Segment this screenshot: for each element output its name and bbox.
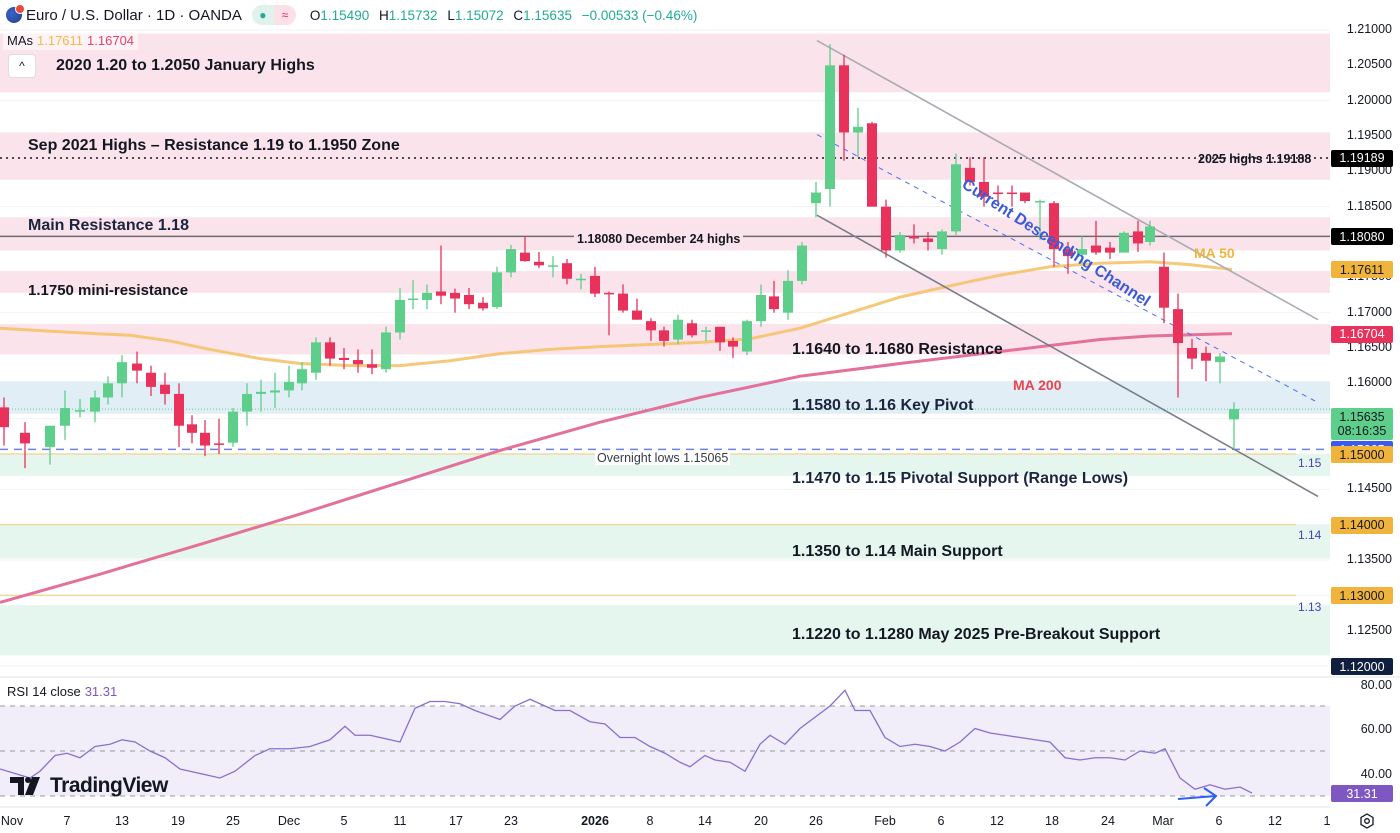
time-tick: Nov <box>0 814 24 828</box>
time-tick: 20 <box>754 814 768 828</box>
high-label: H <box>378 7 389 23</box>
time-tick: 5 <box>340 814 348 828</box>
price-tick: 1.13500 <box>1346 552 1392 566</box>
ma-legend[interactable]: MAs 1.17611 1.16704 <box>3 31 139 50</box>
change-value: −0.00533 (−0.46%) <box>581 7 698 23</box>
low-label: L <box>447 7 455 23</box>
brand-name: TradingView <box>50 774 168 797</box>
main-support-label: 1.1350 to 1.14 Main Support <box>792 543 1003 560</box>
may2025-support-label: 1.1220 to 1.1280 May 2025 Pre-Breakout S… <box>792 626 1161 643</box>
ma50-label: MA 50 <box>1194 245 1235 261</box>
tradingview-logo-icon <box>10 777 40 795</box>
main-resistance-label: Main Resistance 1.18 <box>28 217 189 234</box>
time-tick: Feb <box>874 814 896 828</box>
price-tick: 1.19500 <box>1346 128 1392 142</box>
open-value: 1.15490 <box>320 7 370 23</box>
close-label: C <box>513 7 524 23</box>
symbol-title[interactable]: Euro / U.S. Dollar · 1D · OANDA <box>26 6 242 24</box>
close-value: 1.15635 <box>523 7 572 23</box>
price-tick: 1.16500 <box>1346 340 1392 354</box>
settings-gear-icon[interactable] <box>1359 813 1375 829</box>
mini-resistance-label: 1.1750 mini-resistance <box>28 282 189 299</box>
chevron-up-icon: ^ <box>19 59 25 73</box>
time-tick: Mar <box>1152 814 1174 828</box>
time-tick: 14 <box>698 814 712 828</box>
time-tick: 8 <box>646 814 654 828</box>
price-tick: 1.20000 <box>1346 92 1392 107</box>
rsi-value-tag: 31.31 <box>1331 785 1393 802</box>
time-tick: 17 <box>449 814 463 828</box>
chart-header: Euro / U.S. Dollar · 1D · OANDA ● ≈ O1.1… <box>0 0 1330 30</box>
time-tick: 6 <box>1215 814 1223 828</box>
price-tick: 1.18500 <box>1346 198 1392 213</box>
dec24-line-label: 1.18080 December 24 highs <box>574 232 744 246</box>
time-tick: 23 <box>504 814 518 828</box>
price-tick: 1.21000 <box>1346 22 1392 36</box>
ma-legend-label: MAs <box>7 33 33 48</box>
zone-2020-label: 2020 1.20 to 1.2050 January Highs <box>56 57 315 74</box>
level-114-label: 1.14 <box>1298 528 1322 542</box>
high-value: 1.15732 <box>388 7 438 23</box>
time-tick: 6 <box>937 814 945 828</box>
price-tick: 1.12500 <box>1346 622 1392 637</box>
rsi-value: 31.31 <box>84 684 118 699</box>
time-tick: 1 <box>1323 814 1331 828</box>
time-tick: 12 <box>1268 814 1282 828</box>
rsi-tick-40: 40.00 <box>1360 767 1392 781</box>
last-price-value: 1.15635 <box>1339 410 1385 424</box>
wave-icon: ≈ <box>273 5 296 25</box>
tradingview-logo[interactable]: TradingView <box>10 774 168 798</box>
time-tick: 2026 <box>581 814 609 828</box>
ma200-label: MA 200 <box>1013 377 1062 393</box>
status-pill[interactable]: ● ≈ <box>251 5 296 25</box>
time-tick: Dec <box>277 814 301 828</box>
time-tick: 13 <box>115 814 129 828</box>
line-2025-highs-label: 2025 highs 1.19188 <box>1198 152 1312 166</box>
price-level-tag: 1.16704 <box>1331 325 1393 343</box>
price-tick: 1.16000 <box>1346 375 1392 390</box>
collapse-legend-button[interactable]: ^ <box>8 54 36 78</box>
time-tick: 25 <box>226 814 240 828</box>
price-level-tag: 1.14000 <box>1331 516 1393 534</box>
ma200-value: 1.16704 <box>87 33 135 48</box>
price-tick: 1.14500 <box>1346 481 1392 496</box>
price-level-tag: 1.15000 <box>1331 446 1393 463</box>
price-level-tag: 1.19189 <box>1331 149 1393 167</box>
price-tick: 1.20500 <box>1346 57 1392 72</box>
time-tick: 11 <box>393 814 407 828</box>
range-lows-label: 1.1470 to 1.15 Pivotal Support (Range Lo… <box>792 470 1129 487</box>
ma50-value: 1.17611 <box>37 33 84 48</box>
low-value: 1.15072 <box>454 7 504 23</box>
price-level-tag: 1.13000 <box>1331 587 1393 605</box>
rsi-legend[interactable]: RSI 14 close 31.31 <box>7 684 117 699</box>
time-tick: 19 <box>171 814 185 828</box>
globe-flag-icon <box>6 4 25 23</box>
time-tick: 24 <box>1101 814 1115 828</box>
zone-1640-label: 1.1640 to 1.1680 Resistance <box>792 341 1003 358</box>
price-level-tag: 1.12000 <box>1331 658 1393 675</box>
rsi-title: RSI 14 close <box>7 684 81 699</box>
time-tick: 12 <box>990 814 1004 828</box>
price-level-tag: 1.18080 <box>1331 228 1393 246</box>
level-113-label: 1.13 <box>1298 600 1322 614</box>
market-open-dot-icon: ● <box>251 5 274 25</box>
rsi-tick-60: 60.00 <box>1360 722 1392 736</box>
zone-sep2021-label: Sep 2021 Highs – Resistance 1.19 to 1.19… <box>28 137 400 154</box>
level-115-label: 1.15 <box>1298 456 1322 470</box>
time-tick: 26 <box>809 814 823 828</box>
last-price-tag: 1.15635 08:16:35 <box>1331 408 1393 440</box>
time-tick: 7 <box>63 814 71 828</box>
key-pivot-label: 1.1580 to 1.16 Key Pivot <box>792 397 974 414</box>
price-tick: 1.17000 <box>1346 304 1392 319</box>
overnight-lows-label: Overnight lows 1.15065 <box>595 451 731 465</box>
ohlc-values: O1.15490 H1.15732 L1.15072 C1.15635 −0.0… <box>304 8 697 23</box>
bar-countdown: 08:16:35 <box>1337 424 1387 438</box>
rsi-tick-80: 80.00 <box>1360 678 1392 692</box>
price-level-tag: 1.17611 <box>1331 261 1393 279</box>
open-label: O <box>309 7 321 23</box>
time-tick: 18 <box>1045 814 1059 828</box>
